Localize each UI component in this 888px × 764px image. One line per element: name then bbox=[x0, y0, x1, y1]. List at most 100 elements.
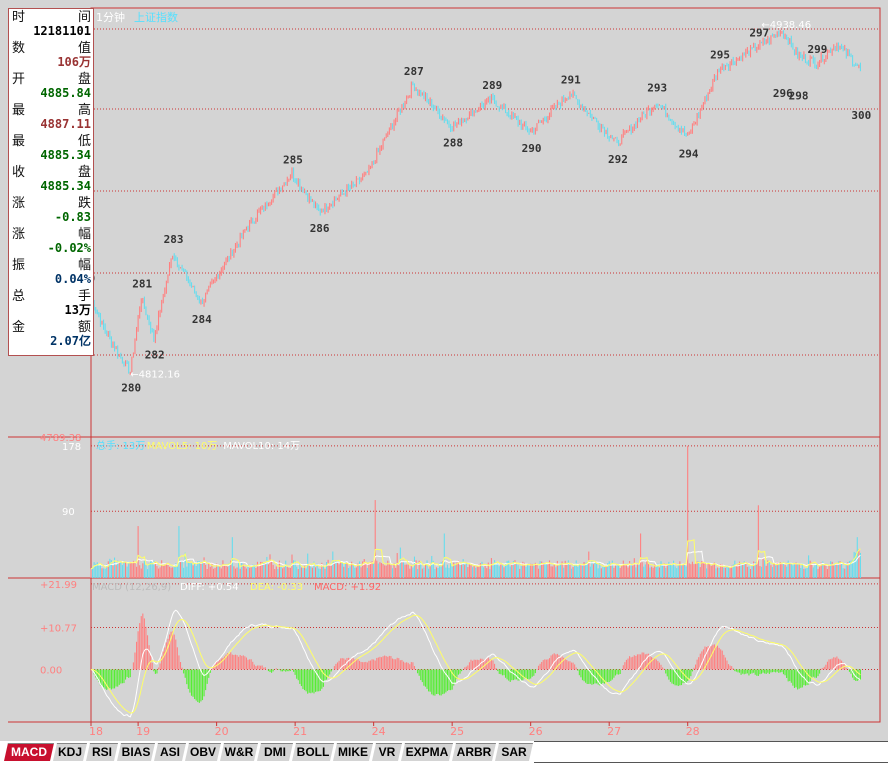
indicator-tab-bar: MACD KDJ RSI BIAS ASI OBV W&R DMI BOLL MIKE VR EXPM… bbox=[0, 741, 888, 764]
wave-label: 300 bbox=[851, 109, 871, 122]
info-row: 最低 bbox=[12, 135, 91, 149]
tab-w-r[interactable]: W&R bbox=[220, 743, 258, 761]
wave-label: 295 bbox=[710, 49, 730, 62]
tab-vr[interactable]: VR bbox=[372, 743, 402, 761]
info-row-value: 0.04% bbox=[54, 272, 91, 286]
x-tick-label: 28 bbox=[686, 725, 700, 738]
info-row-label-left: 最 bbox=[12, 134, 26, 149]
info-row: 数值 bbox=[12, 42, 91, 56]
info-row-label-right: 手 bbox=[77, 289, 91, 304]
info-row-label-left: 振 bbox=[12, 258, 26, 273]
tab-rsi[interactable]: RSI bbox=[86, 743, 118, 761]
info-panel: 时间 12181101 数值 106万开盘 4885.84 最高 4887.11 最低 4885… bbox=[8, 8, 94, 356]
diff-line bbox=[90, 609, 861, 718]
x-tick-label: 18 bbox=[89, 725, 103, 738]
info-row: 时间 bbox=[12, 11, 91, 25]
info-row-value: 4885.34 bbox=[40, 148, 91, 162]
info-row-label-left: 金 bbox=[12, 320, 26, 335]
chart-labels: 1分钟 上证指数 bbox=[96, 10, 178, 24]
info-row-label-left: 最 bbox=[12, 103, 26, 118]
info-row-value: 4885.84 bbox=[40, 86, 91, 100]
wave-label: 292 bbox=[608, 153, 628, 166]
wave-label: 288 bbox=[443, 136, 463, 149]
wave-label: 299 bbox=[807, 43, 827, 56]
info-row-label-left: 总 bbox=[12, 289, 26, 304]
max-price-marker: ←4938.46 bbox=[761, 20, 811, 31]
x-tick-label: 27 bbox=[607, 725, 621, 738]
info-row-value: -0.02% bbox=[47, 241, 91, 255]
info-row-value: 13万 bbox=[64, 303, 91, 317]
info-row-label-right: 跌 bbox=[77, 196, 91, 211]
tab-obv[interactable]: OBV bbox=[185, 743, 221, 761]
x-tick-label: 24 bbox=[372, 725, 386, 738]
info-row: 振幅 bbox=[12, 259, 91, 273]
info-row-label-right: 幅 bbox=[77, 227, 91, 242]
info-row-label-left: 开 bbox=[12, 72, 26, 87]
x-tick-label: 20 bbox=[215, 725, 229, 738]
tab-boll[interactable]: BOLL bbox=[292, 743, 334, 761]
tab-macd[interactable]: MACD bbox=[4, 743, 54, 761]
wave-label: 294 bbox=[679, 147, 699, 160]
info-row: 金额 bbox=[12, 321, 91, 335]
info-row-label-right: 低 bbox=[77, 134, 91, 149]
wave-label: 296 bbox=[773, 87, 793, 100]
info-row: 涨幅 bbox=[12, 228, 91, 242]
info-row: 开盘 bbox=[12, 73, 91, 87]
info-row-value: 106万 bbox=[57, 55, 91, 69]
info-row-label-left: 涨 bbox=[12, 196, 26, 211]
macd-legend-item: MACD (12,26,9) bbox=[92, 582, 171, 593]
wave-label: 297 bbox=[749, 27, 769, 40]
price-panel[interactable]: 4789.38792802812822832842852862872882892… bbox=[40, 20, 880, 444]
info-row-label-right: 盘 bbox=[77, 165, 91, 180]
wave-label: 298 bbox=[789, 90, 809, 103]
x-tick-label: 19 bbox=[136, 725, 150, 738]
wave-label: 293 bbox=[647, 82, 667, 95]
info-row-label-left: 涨 bbox=[12, 227, 26, 242]
info-row-value: 12181101 bbox=[33, 24, 91, 38]
tab-expma[interactable]: EXPMA bbox=[401, 743, 453, 761]
wave-label: 284 bbox=[192, 313, 212, 326]
tab-dmi[interactable]: DMI bbox=[257, 743, 293, 761]
price-y-tick-label: 4789.38 bbox=[40, 433, 81, 444]
info-row-label-right: 值 bbox=[77, 41, 91, 56]
info-row-value: 4887.11 bbox=[40, 117, 91, 131]
x-tick-label: 21 bbox=[293, 725, 307, 738]
macd-legend-item: DEA: -0.33 bbox=[250, 582, 303, 593]
period-label: 1分钟 bbox=[96, 10, 125, 24]
tab-mike[interactable]: MIKE bbox=[333, 743, 373, 761]
wave-label: 280 bbox=[121, 382, 141, 395]
wave-label: 287 bbox=[404, 65, 424, 78]
macd-legend-item: MACD: +1.92 bbox=[314, 582, 381, 593]
info-row: 总手 bbox=[12, 290, 91, 304]
info-row-value: 4885.34 bbox=[40, 179, 91, 193]
tab-asi[interactable]: ASI bbox=[154, 743, 186, 761]
volume-panel[interactable]: 178 90 总手: 13万 MAVOL5: 10万 MAVOL10: 14万 bbox=[62, 439, 880, 578]
tab-bias[interactable]: BIAS bbox=[117, 743, 155, 761]
info-row-label-left: 时 bbox=[12, 10, 26, 25]
mavol5-line bbox=[90, 539, 861, 570]
info-row-label-right: 间 bbox=[77, 10, 91, 25]
info-row: 最高 bbox=[12, 104, 91, 118]
index-name-label: 上证指数 bbox=[134, 10, 178, 24]
info-row: 涨跌 bbox=[12, 197, 91, 211]
info-row-value: 2.07亿 bbox=[50, 334, 91, 348]
tab-sar[interactable]: SAR bbox=[495, 743, 533, 761]
wave-label: 282 bbox=[145, 349, 165, 362]
volume-legend-item: 总手: 13万 bbox=[96, 439, 145, 452]
volume-legend-item: MAVOL10: 14万 bbox=[223, 441, 300, 452]
wave-label: 286 bbox=[310, 222, 330, 235]
volume-y-tick-label: 178 bbox=[62, 442, 81, 453]
wave-label: 289 bbox=[482, 79, 502, 92]
info-row-label-right: 幅 bbox=[77, 258, 91, 273]
macd-y-tick-label: +10.77 bbox=[40, 624, 77, 635]
macd-legend-item: DIFF: +0.54 bbox=[180, 582, 239, 593]
info-row-value: -0.83 bbox=[54, 210, 91, 224]
x-tick-label: 26 bbox=[529, 725, 543, 738]
macd-y-tick-label: 0.00 bbox=[40, 665, 62, 676]
volume-legend-item: MAVOL5: 10万 bbox=[147, 441, 218, 452]
min-price-marker: ←4812.16 bbox=[130, 369, 180, 380]
macd-panel[interactable]: +21.99 +10.77 0.00 MACD (12,26,9) DIFF: +0.5… bbox=[40, 580, 880, 738]
tab-arbr[interactable]: ARBR bbox=[452, 743, 496, 761]
tab-kdj[interactable]: KDJ bbox=[53, 743, 87, 761]
